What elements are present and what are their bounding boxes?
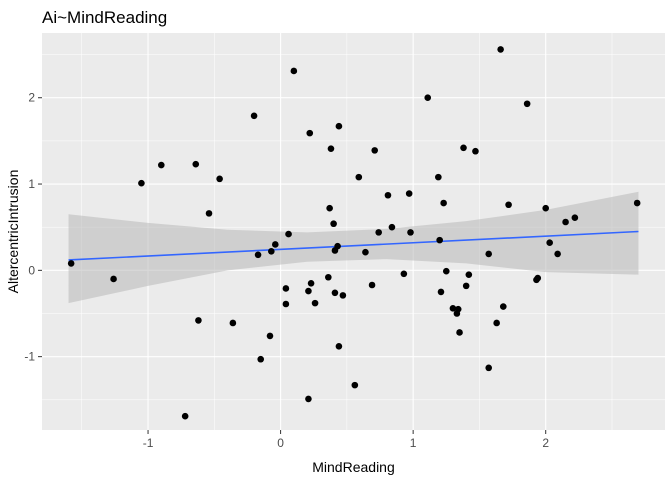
data-point: [388, 223, 396, 231]
data-point: [290, 67, 298, 75]
regression-line: [68, 230, 639, 261]
data-point: [554, 250, 561, 258]
data-point: [334, 242, 341, 250]
data-point: [192, 160, 200, 168]
y-axis-title: AltercentricIntrusion: [5, 170, 21, 294]
data-point: [138, 179, 145, 187]
data-point: [633, 199, 641, 207]
x-axis-ticks: -1 0 1 2: [143, 430, 549, 450]
data-point: [335, 342, 343, 350]
x-tick-label: -1: [143, 436, 154, 450]
data-point: [449, 305, 457, 312]
data-point: [571, 214, 579, 221]
data-point: [229, 319, 237, 327]
data-point: [456, 329, 463, 336]
data-point: [400, 270, 408, 278]
x-axis-title: MindReading: [312, 459, 395, 475]
data-point: [472, 147, 479, 155]
data-point: [268, 248, 275, 255]
data-points: [67, 46, 641, 420]
data-point: [485, 250, 493, 258]
data-point: [493, 319, 500, 327]
data-point: [523, 100, 531, 108]
data-point: [437, 288, 445, 296]
data-point: [67, 260, 75, 267]
data-point: [499, 303, 507, 310]
data-point: [331, 289, 339, 297]
data-point: [326, 204, 333, 212]
data-point: [440, 199, 447, 207]
y-tick-label: 2: [28, 91, 35, 105]
data-point: [254, 251, 262, 259]
data-point: [307, 279, 315, 287]
data-point: [375, 229, 382, 236]
chart-title: Ai~MindReading: [42, 8, 167, 27]
data-point: [424, 94, 432, 102]
data-point: [205, 210, 213, 217]
data-point: [465, 271, 473, 278]
data-point: [368, 281, 376, 289]
data-point: [325, 273, 332, 281]
data-point: [327, 145, 335, 152]
data-point: [351, 381, 359, 389]
data-point: [355, 173, 363, 181]
data-point: [534, 274, 542, 282]
data-point: [505, 201, 512, 209]
y-tick-label: -1: [24, 350, 35, 364]
data-point: [250, 112, 258, 120]
data-point: [110, 275, 117, 283]
data-point: [384, 191, 392, 199]
data-point: [405, 190, 413, 197]
data-point: [257, 355, 265, 363]
y-tick-label: 0: [28, 263, 35, 277]
data-point: [407, 229, 414, 236]
data-point: [454, 305, 462, 313]
data-point: [485, 364, 493, 372]
data-point: [311, 299, 319, 307]
data-point: [542, 204, 550, 212]
data-point: [157, 161, 165, 169]
data-point: [335, 122, 343, 130]
data-point: [282, 285, 290, 292]
data-point: [562, 218, 569, 226]
data-point: [195, 317, 202, 324]
data-point: [305, 395, 312, 403]
data-point: [216, 175, 223, 183]
confidence-band: [68, 191, 639, 304]
data-point: [546, 239, 553, 247]
data-point: [305, 287, 312, 295]
data-point: [266, 332, 274, 340]
data-point: [181, 412, 189, 420]
data-point: [371, 147, 379, 154]
data-point: [362, 248, 369, 256]
data-point: [306, 129, 314, 137]
y-axis-ticks: -1 0 1 2: [24, 91, 42, 364]
data-point: [460, 144, 467, 152]
data-point: [436, 236, 443, 244]
data-point: [462, 282, 470, 290]
data-point: [285, 230, 292, 238]
data-point: [339, 292, 347, 299]
x-tick-label: 1: [410, 436, 417, 450]
data-point: [330, 220, 337, 228]
data-point: [435, 173, 442, 181]
data-point: [271, 241, 279, 248]
data-point: [497, 46, 504, 53]
y-tick-label: 1: [28, 177, 35, 191]
x-tick-label: 0: [277, 436, 284, 450]
x-tick-label: 2: [542, 436, 549, 450]
data-point: [442, 267, 450, 275]
data-point: [282, 300, 290, 308]
